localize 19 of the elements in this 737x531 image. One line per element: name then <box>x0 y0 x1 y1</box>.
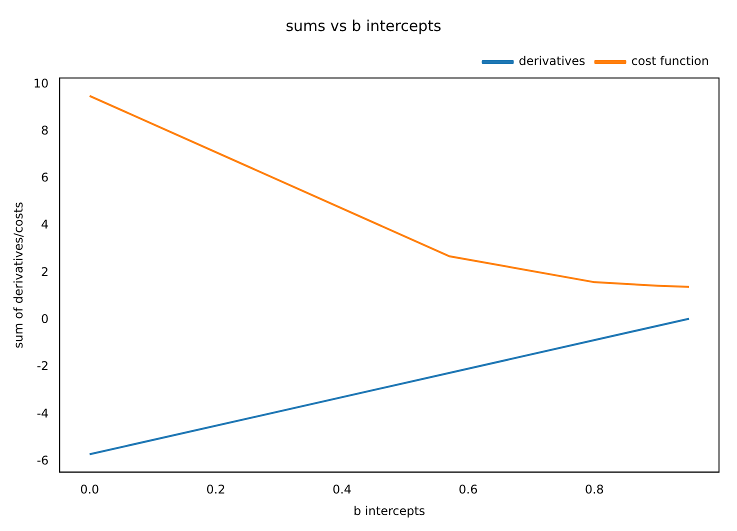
y-tick-label: 4 <box>41 218 49 232</box>
y-tick-label: -6 <box>36 453 49 468</box>
legend-label: derivatives <box>518 54 586 68</box>
y-tick-label: -4 <box>36 406 49 420</box>
y-tick-label: 8 <box>41 123 49 138</box>
x-tick-label: 0.6 <box>458 482 478 497</box>
y-tick-label: 6 <box>41 170 49 185</box>
y-tick-label: 2 <box>41 264 49 279</box>
chart-title: sums vs b intercepts <box>286 16 442 35</box>
y-tick-label: -2 <box>36 359 49 374</box>
x-tick-label: 0.2 <box>206 482 226 497</box>
legend-label: cost function <box>631 54 710 68</box>
y-tick-label: 0 <box>41 312 49 326</box>
y-tick-label: 10 <box>33 76 49 90</box>
x-tick-label: 0.8 <box>584 482 604 497</box>
x-tick-label: 0.0 <box>80 482 100 497</box>
y-axis-title: sum of derivatives/costs <box>11 202 26 348</box>
x-tick-label: 0.4 <box>332 482 352 497</box>
x-axis-title: b intercepts <box>353 504 426 518</box>
